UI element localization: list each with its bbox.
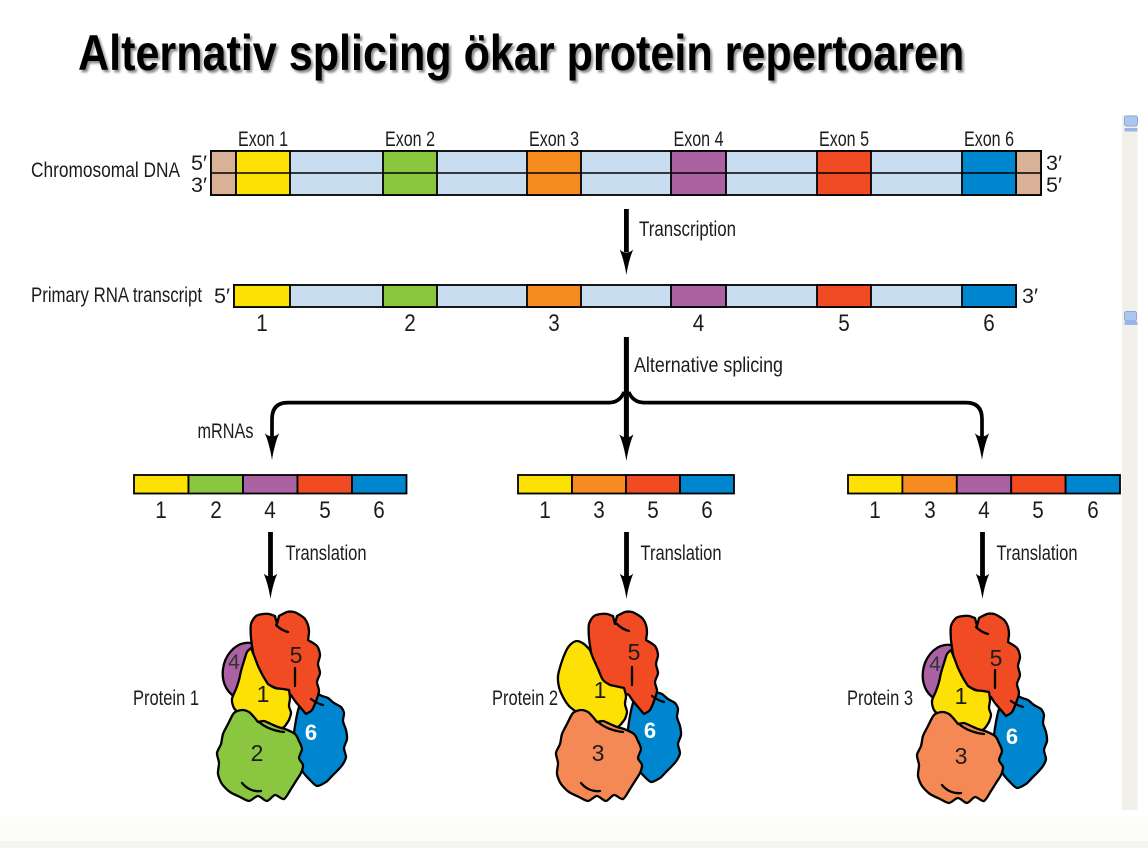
svg-text:5: 5 <box>319 497 331 524</box>
svg-text:Translation: Translation <box>641 541 722 565</box>
svg-text:Translation: Translation <box>286 541 367 565</box>
svg-text:Primary RNA transcript: Primary RNA transcript <box>31 283 202 307</box>
svg-text:1: 1 <box>594 677 607 703</box>
svg-text:5′: 5′ <box>1046 173 1062 197</box>
svg-text:3: 3 <box>592 740 605 766</box>
svg-text:Exon 3: Exon 3 <box>529 127 579 151</box>
svg-text:4: 4 <box>978 497 990 524</box>
svg-text:Exon 2: Exon 2 <box>385 127 435 151</box>
svg-text:5: 5 <box>290 642 303 668</box>
svg-text:5′: 5′ <box>214 284 230 308</box>
svg-text:6: 6 <box>373 497 385 524</box>
svg-text:Chromosomal DNA: Chromosomal DNA <box>31 158 181 182</box>
svg-text:1: 1 <box>539 497 551 524</box>
svg-text:4: 4 <box>264 497 276 524</box>
svg-text:Translation: Translation <box>997 541 1078 565</box>
svg-text:6: 6 <box>644 718 656 743</box>
svg-text:Protein 2: Protein 2 <box>492 686 558 710</box>
svg-text:5: 5 <box>647 497 659 524</box>
svg-text:4: 4 <box>693 310 705 337</box>
svg-text:5: 5 <box>990 645 1003 671</box>
svg-text:3: 3 <box>955 743 968 769</box>
svg-text:6: 6 <box>305 720 317 745</box>
svg-text:6: 6 <box>1006 724 1018 749</box>
svg-text:3: 3 <box>593 497 605 524</box>
svg-text:Alternative splicing: Alternative splicing <box>634 353 783 377</box>
svg-text:3′: 3′ <box>1022 284 1038 308</box>
svg-text:3: 3 <box>924 497 936 524</box>
svg-text:1: 1 <box>869 497 881 524</box>
svg-text:Protein 1: Protein 1 <box>133 686 199 710</box>
svg-text:1: 1 <box>955 683 968 709</box>
svg-text:6: 6 <box>1087 497 1099 524</box>
svg-text:5: 5 <box>628 639 641 665</box>
svg-text:2: 2 <box>251 740 264 766</box>
svg-text:3′: 3′ <box>1046 151 1062 175</box>
svg-text:Exon 4: Exon 4 <box>674 127 724 151</box>
svg-text:Transcription: Transcription <box>639 217 736 241</box>
svg-text:2: 2 <box>210 497 222 524</box>
svg-text:Exon 5: Exon 5 <box>819 127 869 151</box>
svg-text:5: 5 <box>1032 497 1044 524</box>
svg-text:Exon 6: Exon 6 <box>964 127 1014 151</box>
svg-text:3: 3 <box>548 310 560 337</box>
svg-text:5′: 5′ <box>191 151 207 175</box>
svg-text:6: 6 <box>983 310 995 337</box>
svg-text:4: 4 <box>929 653 941 676</box>
svg-text:Exon 1: Exon 1 <box>238 127 288 151</box>
svg-text:5: 5 <box>838 310 850 337</box>
svg-text:4: 4 <box>228 651 240 674</box>
svg-text:1: 1 <box>155 497 167 524</box>
svg-text:1: 1 <box>256 310 268 337</box>
svg-text:Protein 3: Protein 3 <box>847 686 913 710</box>
svg-text:1: 1 <box>257 681 270 707</box>
svg-text:mRNAs: mRNAs <box>198 419 254 443</box>
svg-text:2: 2 <box>404 310 416 337</box>
svg-text:3′: 3′ <box>191 173 207 197</box>
svg-text:6: 6 <box>701 497 713 524</box>
